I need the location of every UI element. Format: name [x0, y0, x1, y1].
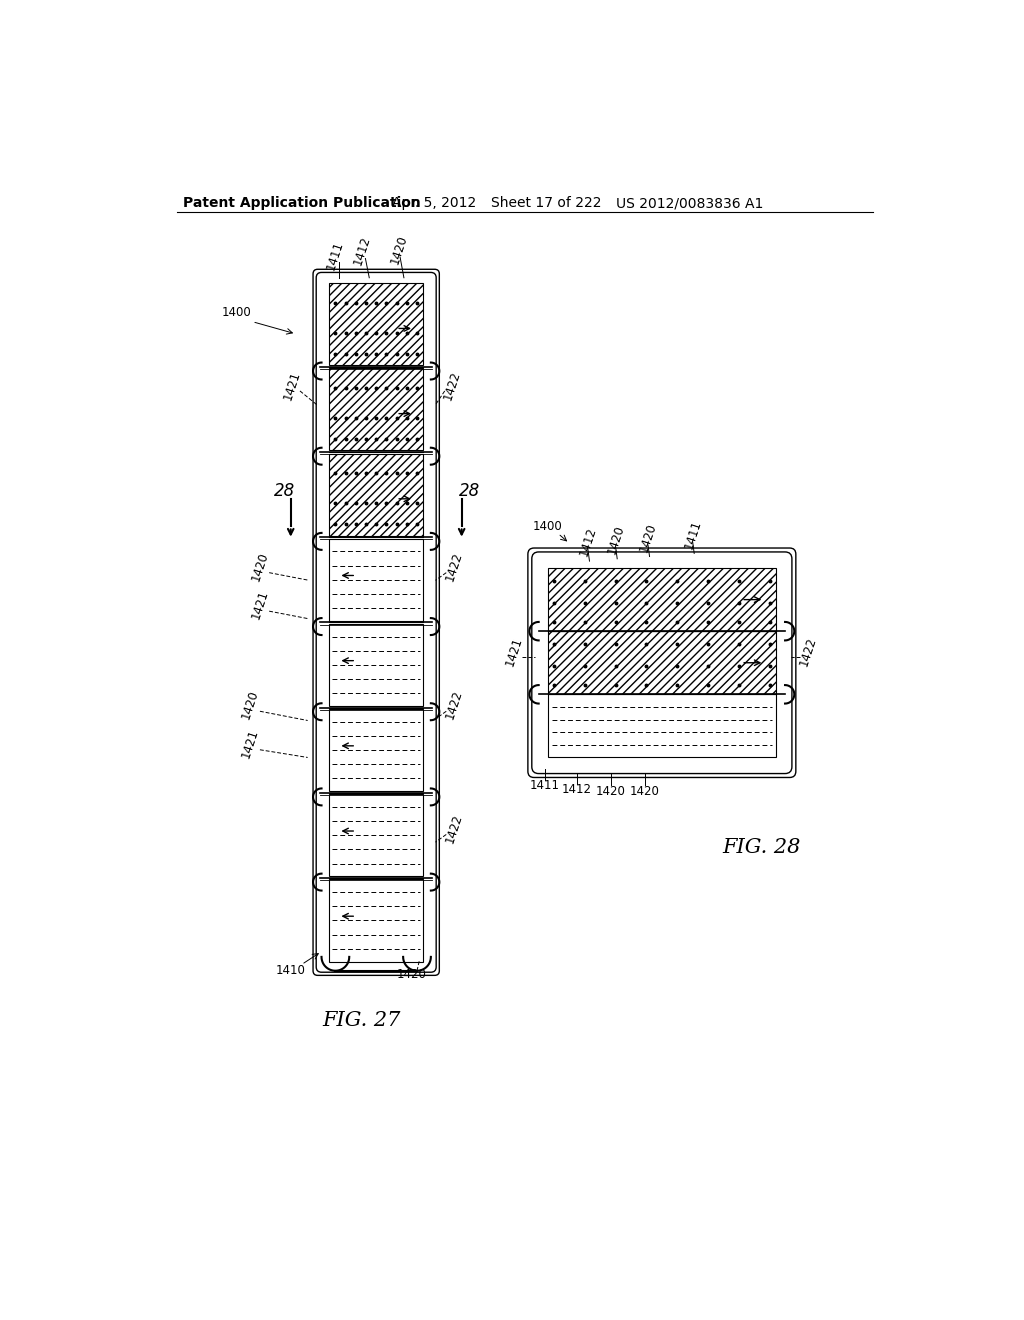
Bar	[330, 539, 423, 620]
Text: 1420: 1420	[396, 968, 427, 981]
Text: 1420: 1420	[630, 785, 659, 797]
Bar	[548, 694, 776, 758]
Text: 1420: 1420	[388, 234, 410, 265]
Text: Apr. 5, 2012: Apr. 5, 2012	[392, 197, 476, 210]
Bar	[330, 709, 423, 791]
Text: 1420: 1420	[249, 550, 270, 582]
Bar	[330, 879, 423, 961]
Bar	[330, 795, 423, 876]
Text: Patent Application Publication: Patent Application Publication	[183, 197, 421, 210]
Text: 1412: 1412	[351, 235, 373, 267]
Text: 1420: 1420	[605, 523, 627, 556]
Bar	[330, 454, 423, 536]
Text: 1412: 1412	[562, 783, 592, 796]
Text: FIG. 27: FIG. 27	[323, 1011, 400, 1031]
Bar	[330, 284, 423, 366]
Text: 1400: 1400	[534, 520, 563, 533]
Text: 1421: 1421	[503, 635, 525, 668]
FancyBboxPatch shape	[316, 273, 435, 972]
Text: 1420: 1420	[637, 521, 658, 553]
Text: 1422: 1422	[443, 689, 465, 721]
Text: 1420: 1420	[240, 689, 261, 721]
Text: 1400: 1400	[222, 306, 252, 319]
Text: 1411: 1411	[529, 779, 560, 792]
Text: FIG. 28: FIG. 28	[723, 838, 801, 857]
Bar	[330, 368, 423, 450]
Text: 1411: 1411	[325, 239, 346, 272]
Bar	[548, 568, 776, 631]
Text: 1410: 1410	[275, 964, 305, 977]
Text: 28: 28	[274, 482, 295, 500]
Text: 1422: 1422	[443, 812, 465, 845]
Text: 1422: 1422	[798, 635, 819, 668]
Text: 1421: 1421	[249, 589, 270, 622]
Text: 1420: 1420	[596, 785, 626, 797]
Bar	[330, 624, 423, 706]
Text: 1422: 1422	[443, 550, 465, 582]
Text: 1421: 1421	[282, 370, 303, 401]
Text: 1411: 1411	[682, 517, 703, 550]
Text: Sheet 17 of 222: Sheet 17 of 222	[490, 197, 601, 210]
Text: 1422: 1422	[441, 370, 463, 401]
Text: 28: 28	[459, 482, 480, 500]
Text: 1421: 1421	[239, 727, 261, 760]
Bar	[548, 631, 776, 694]
FancyBboxPatch shape	[532, 553, 792, 774]
Text: US 2012/0083836 A1: US 2012/0083836 A1	[615, 197, 763, 210]
Text: 1412: 1412	[578, 525, 599, 558]
